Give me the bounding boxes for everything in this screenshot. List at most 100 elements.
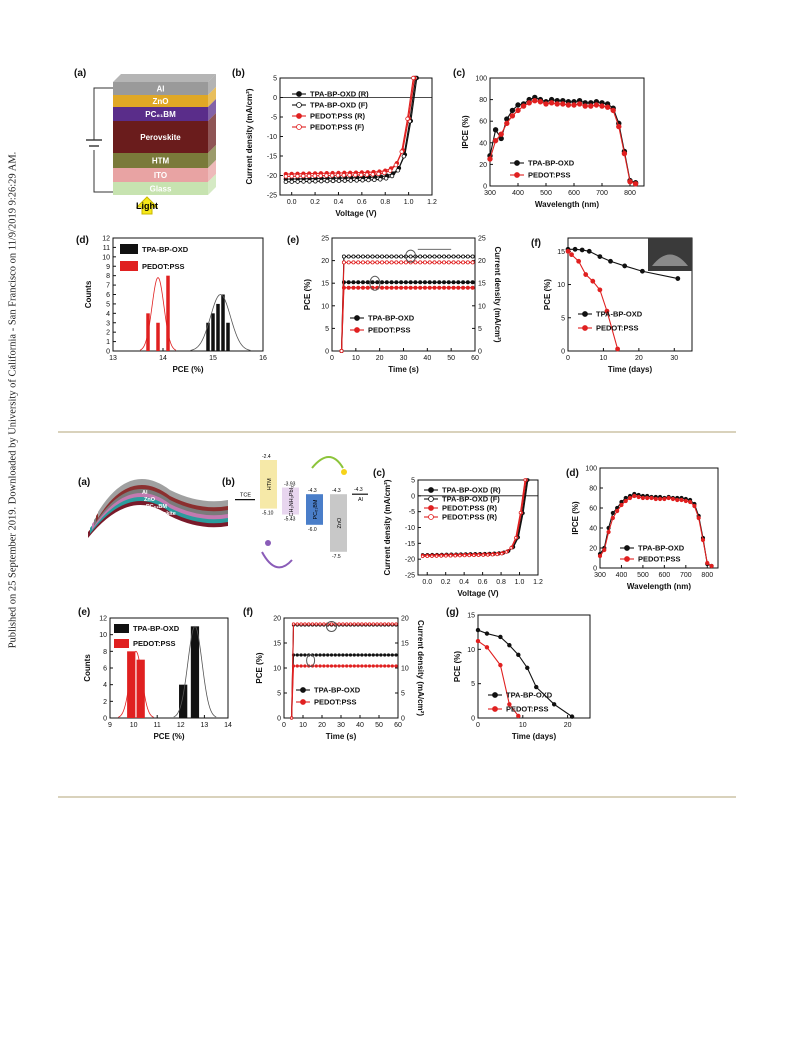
ipce-series-point: [599, 103, 605, 109]
layer-label: ITO: [154, 171, 167, 180]
jsc-series-point: [365, 260, 370, 265]
x-tick-label: 50: [447, 355, 455, 362]
jsc-series-point: [337, 622, 341, 626]
pce-series-point: [399, 280, 404, 285]
panel-label: (a): [78, 477, 90, 488]
jv-series-point: [341, 173, 346, 178]
flex-layer: [88, 499, 228, 538]
jsc-series-line: [340, 261, 473, 352]
ipce-series-point: [604, 104, 611, 110]
legend-marker: [300, 699, 306, 705]
jsc-series-point: [341, 254, 346, 259]
ipce-series-point: [582, 103, 588, 109]
stability-series-point: [516, 652, 521, 658]
x-tick-label: 400: [512, 190, 524, 197]
pce-series-point: [375, 653, 379, 657]
ipce-series-point: [649, 495, 654, 501]
x-tick-label: 0.2: [441, 579, 451, 586]
jsc-series-point: [442, 260, 447, 265]
jsc-series-point: [352, 622, 356, 626]
ipce-series-point: [520, 103, 527, 109]
pce-series-point: [364, 664, 368, 668]
ipce-series-point: [705, 560, 710, 566]
layer-perovskite: [113, 121, 208, 153]
layer-label: Al: [157, 85, 165, 94]
y-axis-label: PCE (%): [453, 651, 462, 682]
stability-series-point: [569, 714, 575, 719]
y2-tick-label: 20: [478, 258, 486, 265]
jsc-series-point: [399, 254, 404, 259]
band-bottom-value: -5.10: [262, 511, 274, 517]
jv-series-point: [444, 554, 448, 558]
pce-series-point: [329, 664, 334, 668]
jsc-series-point: [360, 254, 365, 259]
y2-tick-label: 15: [478, 281, 486, 288]
jv-series-point: [425, 554, 429, 559]
layer-side: [208, 113, 216, 153]
layer-pc61bm: [113, 107, 208, 121]
jsc-series-point: [418, 260, 423, 265]
jsc-series-point: [379, 622, 383, 626]
ipce-series-point: [602, 547, 607, 553]
panel-label: (f): [531, 238, 541, 249]
stability-series-point: [604, 308, 610, 314]
jv-series-point: [330, 178, 336, 184]
jsc-series-point: [322, 622, 326, 626]
figure-divider-bottom: [58, 796, 736, 798]
jv-series-point: [486, 553, 490, 557]
pce-series-point: [394, 280, 399, 285]
layer-side: [208, 87, 216, 107]
ipce-series-point: [498, 131, 504, 137]
pce-series-point: [337, 664, 341, 668]
y-tick-label: 2: [106, 330, 110, 337]
pce-series-point: [442, 280, 447, 285]
legend-marker: [492, 692, 498, 698]
y-tick-label: 6: [103, 666, 107, 673]
jv-series-point: [514, 536, 518, 540]
ipce-series-point: [515, 102, 521, 108]
y-axis-label: Current density (mA/cm²): [383, 479, 392, 575]
band-3: [330, 494, 347, 552]
x-tick-label: 14: [159, 355, 167, 362]
y-tick-label: 20: [321, 258, 329, 265]
panel-label: (a): [74, 68, 86, 79]
y-tick-label: 10: [467, 647, 475, 654]
x-tick-label: 13: [201, 722, 209, 729]
jsc-series-point: [351, 254, 356, 259]
y-tick-label: -10: [267, 134, 277, 141]
stack-top: [113, 74, 216, 82]
y-axis-label: IPCE (%): [461, 115, 470, 149]
jv-series-point: [405, 116, 410, 121]
jv-series-point: [389, 173, 395, 179]
y-tick-label: -20: [405, 557, 415, 564]
figure-1: (a) Al ZnO PC₆₁BM Perovskite HTM ITO Glass Light…: [74, 68, 693, 374]
pce-series-point: [360, 653, 364, 657]
jv-series-point: [467, 553, 471, 558]
pce-series-point: [329, 653, 334, 657]
y-tick-label: 12: [99, 616, 107, 623]
pce-series-point: [390, 653, 394, 657]
ipce-series-point: [627, 178, 633, 185]
flex-layer: [90, 495, 228, 534]
jv-series-point: [306, 173, 312, 179]
pce-series-point: [348, 664, 353, 668]
jv-series-point: [364, 172, 370, 177]
ipce-series-point: [509, 107, 516, 114]
ipce-series-point: [653, 496, 658, 502]
y-tick-label: 6: [106, 292, 110, 299]
x-axis-label: Wavelength (nm): [627, 582, 691, 591]
ipce-series-point: [615, 508, 620, 514]
layer-htm: [113, 153, 208, 168]
pce-series-point: [432, 280, 437, 285]
x-tick-label: 50: [375, 722, 383, 729]
x-tick-label: 16: [259, 355, 267, 362]
x-axis-label: Voltage (V): [457, 589, 499, 598]
ipce-series-point: [619, 502, 624, 508]
legend-marker: [300, 687, 306, 693]
annotation-ellipse: [306, 654, 316, 667]
x-tick-label: 15: [209, 355, 217, 362]
jsc-series-point: [386, 622, 391, 626]
flex-layer: [98, 479, 228, 518]
legend-entry: PEDOT:PSS: [314, 698, 357, 707]
annotation-ellipse: [326, 621, 337, 632]
